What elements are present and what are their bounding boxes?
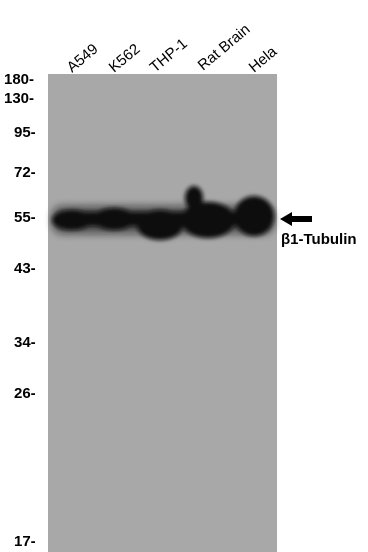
blot-membrane bbox=[48, 74, 277, 552]
band-rat-brain-upper bbox=[185, 186, 203, 210]
target-label: β1-Tubulin bbox=[281, 231, 357, 248]
protein-bands bbox=[52, 186, 274, 240]
target-arrow-icon bbox=[280, 212, 312, 226]
mw-label-72: 72- bbox=[14, 164, 36, 181]
mw-markers: 180- 130- 95- 72- 55- 43- 34- 26- 17- bbox=[4, 71, 36, 550]
mw-label-55: 55- bbox=[14, 209, 36, 226]
lane-label-k562: K562 bbox=[106, 41, 144, 77]
mw-label-17: 17- bbox=[14, 533, 36, 550]
lane-label-a549: A549 bbox=[64, 41, 102, 77]
mw-label-95: 95- bbox=[14, 124, 36, 141]
mw-label-26: 26- bbox=[14, 385, 36, 402]
mw-label-130: 130- bbox=[4, 90, 34, 107]
lane-label-hela: Hela bbox=[246, 43, 281, 76]
mw-label-180: 180- bbox=[4, 71, 34, 88]
mw-label-43: 43- bbox=[14, 260, 36, 277]
lane-labels: A549 K562 THP-1 Rat Brain Hela bbox=[64, 21, 281, 76]
lane-label-rat-brain: Rat Brain bbox=[195, 21, 254, 74]
mw-label-34: 34- bbox=[14, 334, 36, 351]
lane-label-thp1: THP-1 bbox=[147, 35, 191, 76]
